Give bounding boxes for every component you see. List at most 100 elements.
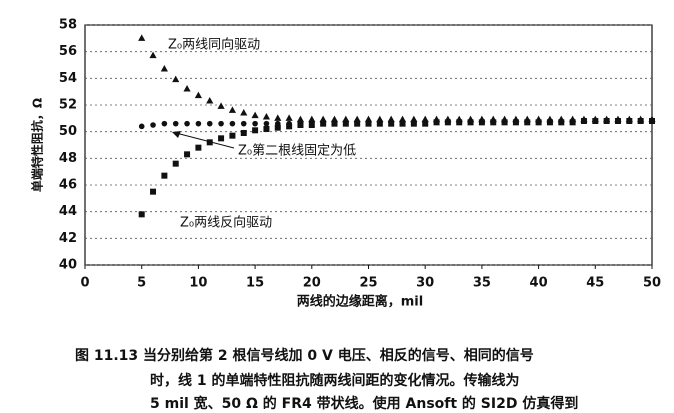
annotation: Z₀第二根线固定为低 — [238, 144, 356, 159]
circle-point — [240, 120, 247, 127]
square-point — [150, 188, 157, 195]
square-point — [376, 120, 383, 127]
square-point — [626, 118, 633, 124]
square-point — [399, 120, 406, 127]
square-point — [467, 119, 474, 126]
y-tick-label: 56 — [59, 44, 77, 59]
plot-frame — [84, 24, 653, 266]
square-point — [252, 127, 259, 134]
square-point — [240, 130, 247, 136]
square-point — [614, 118, 621, 124]
square-point — [410, 120, 417, 127]
annotation: Z₀两线反向驱动 — [180, 215, 272, 231]
square-point — [524, 119, 531, 126]
y-tick-label: 46 — [59, 178, 77, 193]
circle-point — [138, 123, 145, 130]
triangle-point — [149, 51, 157, 59]
square-point — [512, 119, 519, 126]
x-tick-label: 40 — [530, 276, 548, 291]
square-point — [592, 118, 599, 124]
y-tick-label: 50 — [59, 124, 77, 139]
x-tick-label: 15 — [246, 276, 264, 291]
square-point — [444, 119, 451, 126]
x-tick-label: 35 — [473, 276, 491, 291]
x-tick-label: 25 — [359, 276, 377, 291]
y-tick-label: 44 — [59, 204, 77, 219]
x-tick-label: 0 — [80, 276, 89, 291]
square-point — [308, 122, 315, 128]
triangle-point — [240, 109, 248, 116]
triangle-point — [274, 114, 282, 121]
square-point — [195, 144, 202, 151]
triangle-point — [251, 111, 259, 119]
caption-line: 5 mil 宽、50 Ω 的 FR4 带状线。使用 Ansoft 的 SI2D … — [150, 395, 578, 412]
circle-point — [161, 120, 168, 127]
triangle-point — [194, 91, 202, 99]
annotation-arrow — [175, 132, 235, 149]
triangle-point — [206, 97, 214, 104]
square-point — [637, 118, 644, 124]
square-point — [478, 119, 485, 126]
square-point — [161, 172, 168, 179]
x-axis-title: 两线的边缘距离，mil — [297, 294, 423, 310]
caption-line: 时，线 1 的单端特性阻抗随两线间距的变化情况。传输线为 — [150, 372, 520, 389]
square-point — [535, 119, 542, 126]
triangle-point — [183, 85, 191, 92]
x-tick-label: 5 — [137, 276, 146, 291]
x-tick-label: 20 — [303, 276, 321, 291]
square-point — [456, 119, 463, 126]
square-point — [422, 120, 429, 127]
square-point — [218, 135, 225, 142]
square-point — [172, 160, 179, 167]
square-point — [603, 118, 610, 124]
circle-point — [150, 122, 156, 128]
triangle-point — [285, 114, 293, 121]
y-tick-label: 52 — [59, 98, 77, 113]
triangle-point — [138, 34, 146, 41]
square-point — [229, 132, 236, 139]
circle-point — [184, 120, 190, 127]
circle-point — [252, 120, 258, 127]
circle-point — [172, 120, 179, 127]
circle-point — [263, 120, 270, 127]
circle-point — [218, 120, 224, 127]
y-tick-label: 40 — [59, 258, 77, 273]
y-tick-label: 54 — [59, 71, 77, 86]
circle-point — [206, 120, 213, 127]
circle-point — [229, 120, 236, 127]
square-point — [433, 119, 440, 126]
square-point — [501, 119, 508, 126]
triangle-point — [217, 102, 225, 109]
square-point — [206, 139, 213, 146]
square-point — [263, 126, 270, 132]
square-point — [138, 211, 145, 218]
x-tick-label: 30 — [416, 276, 434, 291]
square-point — [490, 119, 497, 126]
square-point — [286, 123, 293, 130]
square-point — [331, 120, 338, 127]
triangle-point — [262, 113, 271, 120]
square-point — [365, 120, 372, 127]
square-point — [274, 124, 281, 131]
square-point — [342, 120, 349, 127]
square-point — [320, 120, 327, 127]
triangle-point — [228, 106, 237, 113]
square-point — [558, 119, 565, 126]
arrow-head — [172, 131, 181, 138]
square-point — [649, 118, 655, 124]
square-point — [580, 118, 587, 124]
square-point — [388, 120, 395, 127]
square-point — [297, 122, 304, 128]
circle-point — [195, 120, 202, 127]
triangle-point — [172, 75, 180, 83]
square-point — [546, 119, 553, 126]
y-axis-title: 单端特性阻抗，Ω — [30, 98, 45, 192]
x-tick-label: 50 — [643, 276, 661, 291]
x-tick-label: 10 — [189, 276, 207, 291]
triangle-point — [160, 65, 168, 72]
y-tick-label: 42 — [59, 231, 77, 246]
y-tick-label: 58 — [59, 18, 77, 33]
triangle-point — [296, 115, 305, 123]
caption-line: 图 11.13 当分别给第 2 根信号线加 0 V 电压、相反的信号、相同的信号 — [75, 347, 534, 364]
